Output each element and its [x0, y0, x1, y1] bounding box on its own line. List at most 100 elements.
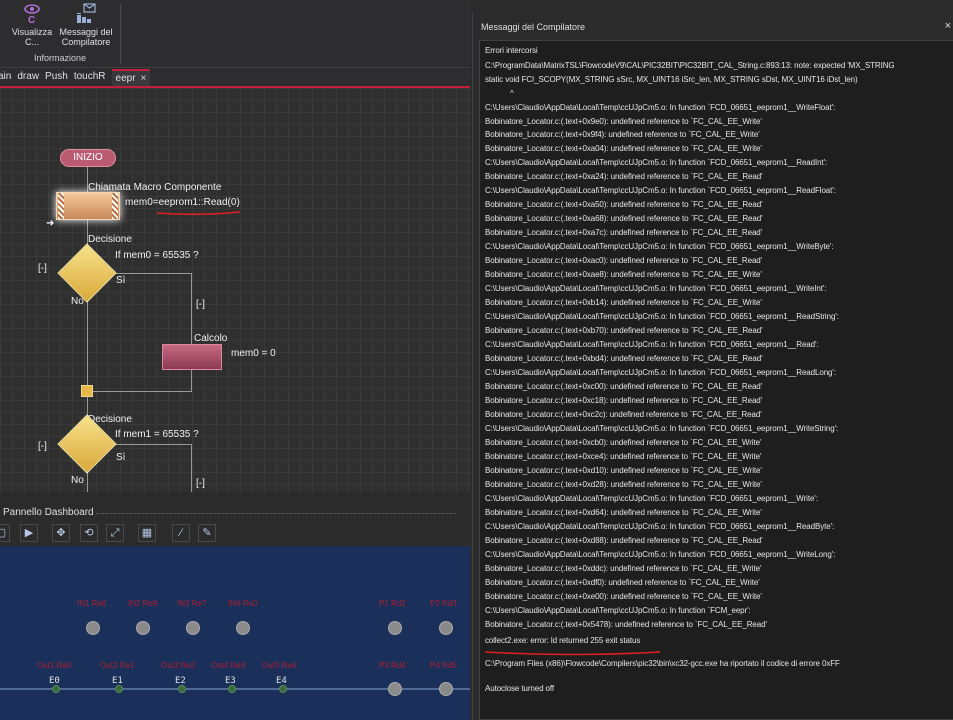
visualizza-c-label-2: C... — [24, 37, 39, 47]
compiler-message-line: Bobinatore_Locator.c:(.text+0xc00): unde… — [485, 382, 763, 391]
macro-call-block[interactable] — [56, 192, 120, 220]
red-annotation-underline — [484, 651, 661, 656]
tab-ain[interactable]: ain — [0, 71, 12, 82]
decision1-title: Decisione — [88, 234, 132, 245]
branch2-collapse[interactable]: [-] — [196, 478, 205, 489]
compiler-message-line: Bobinatore_Locator.c:(.text+0xd64): unde… — [485, 508, 762, 517]
compiler-message-line: Bobinatore_Locator.c:(.text+0x9e0): unde… — [485, 117, 762, 126]
input-button[interactable] — [236, 621, 250, 635]
dashboard-toolbar: ▢ ▶ ✥ ⟲ ⤢ ▦ ⁄ ✎ — [0, 522, 470, 546]
ribbon-group-label: Informazione — [33, 53, 87, 63]
group-icon[interactable]: ▦ — [138, 524, 156, 542]
compiler-message-line: Bobinatore_Locator.c:(.text+0xa04): unde… — [485, 144, 762, 153]
compiler-output[interactable]: Errori intercorsi C:\ProgramData\MatrixTS… — [479, 40, 953, 720]
compiler-message-line: Autoclose turned off — [485, 684, 555, 693]
compiler-message-line: Bobinatore_Locator.c:(.text+0xce4): unde… — [485, 452, 762, 461]
compiler-message-line: C:\Users\Claudio\AppData\Local\Temp\ccUJ… — [485, 103, 836, 112]
flow-line — [108, 444, 192, 445]
output-label: Out2 Re1 — [100, 661, 135, 670]
flowchart-canvas[interactable]: INIZIO Chiamata Macro Componente mem0=ee… — [0, 88, 470, 492]
led-label: E4 — [276, 676, 287, 686]
svg-text:C: C — [28, 15, 35, 25]
branch1-collapse[interactable]: [-] — [196, 299, 205, 310]
compiler-message-line: Bobinatore_Locator.c:(.text+0xe00): unde… — [485, 592, 762, 601]
compiler-message-line: C:\ProgramData\MatrixTSL\FlowcodeV9\CAL\… — [485, 61, 895, 70]
tab-touchr[interactable]: touchR — [73, 71, 106, 82]
tab-eepr[interactable]: eepr × — [111, 69, 151, 87]
output-label: Out5 Re4 — [262, 661, 297, 670]
input-label: IN4 Ru0 — [228, 599, 258, 608]
header-dotted-line — [96, 513, 456, 514]
output-button[interactable] — [388, 682, 402, 696]
compiler-message-line: Bobinatore_Locator.c:(.text+0xc2c): unde… — [485, 410, 762, 419]
wand-icon[interactable]: ⁄ — [172, 524, 190, 542]
output-led — [115, 685, 123, 693]
input-label: IN2 Re9 — [128, 599, 158, 608]
compiler-message-line: C:\Users\Claudio\AppData\Local\Temp\ccUJ… — [485, 424, 839, 433]
decision1-collapse[interactable]: [-] — [38, 263, 47, 274]
decision2-condition: If mem1 = 65535 ? — [115, 429, 199, 440]
start-terminal[interactable]: INIZIO — [60, 149, 116, 167]
flow-line — [87, 464, 88, 492]
calc-block[interactable] — [162, 344, 222, 370]
input-button[interactable] — [186, 621, 200, 635]
decision2-collapse[interactable]: [-] — [38, 441, 47, 452]
rotate-icon[interactable]: ⟲ — [80, 524, 98, 542]
compiler-message-line: Bobinatore_Locator.c:(.text+0xb14): unde… — [485, 298, 762, 307]
compiler-message-line: Bobinatore_Locator.c:(.text+0xddc): unde… — [485, 564, 762, 573]
resize-icon[interactable]: ⤢ — [106, 524, 124, 542]
dashboard-area[interactable]: IN1 Re6 IN2 Re9 IN3 Re7 IN4 Ru0 P1 Rd2 P… — [0, 546, 470, 720]
compiler-message-line: Bobinatore_Locator.c:(.text+0xac0): unde… — [485, 256, 763, 265]
decision2-no: No — [71, 475, 84, 486]
flow-line — [87, 294, 88, 385]
pointer-icon[interactable]: ▶ — [20, 524, 38, 542]
macro-stripe-right — [112, 193, 118, 219]
output-label: Out1 Re0 — [37, 661, 72, 670]
input-button[interactable] — [136, 621, 150, 635]
input-button[interactable] — [86, 621, 100, 635]
messaggi-compilatore-button[interactable]: Messaggi del Compilatore — [58, 0, 114, 52]
decision1-diamond[interactable] — [57, 243, 117, 303]
arrow-cursor-icon: ➜ — [46, 218, 55, 229]
output-button[interactable] — [439, 682, 453, 696]
input-button[interactable] — [388, 621, 402, 635]
compiler-message-line: Bobinatore_Locator.c:(.text+0xd28): unde… — [485, 480, 762, 489]
decision1-no: No — [71, 296, 84, 307]
input-button[interactable] — [439, 621, 453, 635]
output-led — [178, 685, 186, 693]
visualizza-c-label-1: Visualizza — [11, 27, 53, 37]
brush-icon[interactable]: ✎ — [198, 524, 216, 542]
flow-line — [191, 273, 192, 344]
input-label: P2 Rd3 — [430, 599, 457, 608]
led-label: E3 — [225, 676, 236, 686]
flow-line — [93, 391, 192, 392]
led-label: E0 — [49, 676, 60, 686]
compiler-message-line: C:\Users\Claudio\AppData\Local\Temp\ccUJ… — [485, 494, 818, 503]
compiler-message-line: C:\Users\Claudio\AppData\Local\Temp\ccUJ… — [485, 186, 836, 195]
errors-heading: Errori intercorsi — [485, 46, 538, 55]
output-label: P3 Rd4 — [379, 661, 406, 670]
ribbon-separator — [120, 4, 121, 64]
compiler-message-line: Bobinatore_Locator.c:(.text+0x5478): und… — [485, 620, 767, 629]
output-label: P4 Rd5 — [430, 661, 457, 670]
close-icon[interactable]: × — [944, 20, 951, 32]
input-label: IN1 Re6 — [77, 599, 107, 608]
tab-push[interactable]: Push — [45, 71, 68, 82]
output-label: Out3 Re2 — [161, 661, 196, 670]
move-icon[interactable]: ✥ — [52, 524, 70, 542]
ribbon: C Visualizza C... Messaggi del Compilato… — [0, 0, 470, 68]
visualizza-c-button[interactable]: C Visualizza C... — [4, 0, 60, 52]
compiler-message-line: Bobinatore_Locator.c:(.text+0xbd4): unde… — [485, 354, 763, 363]
output-led — [279, 685, 287, 693]
compiler-message-line: Bobinatore_Locator.c:(.text+0xcb0): unde… — [485, 438, 762, 447]
compiler-message-line: C:\Program Files (x86)\Flowcode\Compiler… — [485, 659, 840, 668]
compiler-message-line: C:\Users\Claudio\AppData\Local\Temp\ccUJ… — [485, 242, 834, 251]
toolbar-partial-icon[interactable]: ▢ — [0, 524, 10, 542]
tab-close-icon[interactable]: × — [140, 73, 147, 84]
decision2-yes: Sì — [116, 452, 126, 463]
tab-draw[interactable]: draw — [17, 71, 40, 82]
decision1-condition: If mem0 = 65535 ? — [115, 250, 199, 261]
input-label: IN3 Re7 — [177, 599, 207, 608]
calc-code: mem0 = 0 — [231, 348, 276, 359]
decision2-title: Decisione — [88, 414, 132, 425]
